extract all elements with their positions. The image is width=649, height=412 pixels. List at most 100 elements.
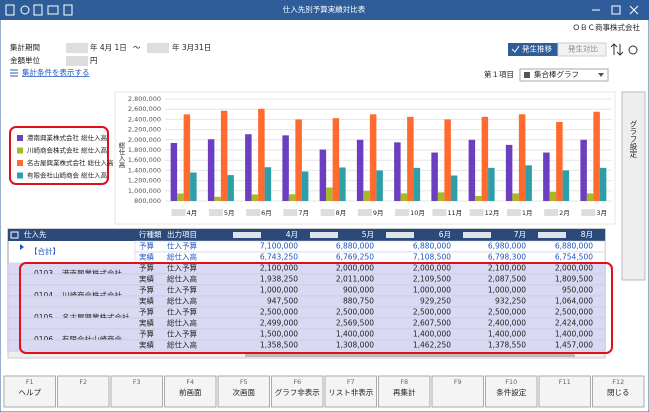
function-key[interactable] xyxy=(324,375,377,408)
side-panel-label: グラフ設定 xyxy=(629,120,638,159)
column-header: 仕入先 xyxy=(24,229,47,239)
bar xyxy=(356,139,364,201)
key-label: リスト非表示 xyxy=(328,387,373,397)
highlight xyxy=(9,126,109,185)
function-key[interactable] xyxy=(3,375,56,408)
legend-label: 有限会社山崎商会 総仕入高 xyxy=(27,171,108,180)
bar xyxy=(481,116,489,201)
scroll-thumb[interactable] xyxy=(245,352,575,357)
toggle-label: 発生対比 xyxy=(568,44,598,54)
dropdown-arrow xyxy=(598,73,604,77)
y-tick-label: 1,200,000 xyxy=(128,177,161,185)
column-header: 7月 xyxy=(514,230,526,239)
function-key[interactable] xyxy=(592,375,645,408)
cell-value: 1,000,000 xyxy=(413,286,451,295)
icon[interactable] xyxy=(63,4,73,16)
row-kind: 実績 xyxy=(139,318,154,328)
sort-icon[interactable] xyxy=(610,43,624,56)
bar xyxy=(475,195,482,201)
supplier-name: 名古屋興業株式会社 xyxy=(62,312,130,322)
supplier-code: 0104 xyxy=(34,291,53,300)
company: ＯＢＣ商事株式会社 xyxy=(573,22,641,32)
x-tick-label: 3月 xyxy=(596,209,607,217)
function-key[interactable] xyxy=(271,375,324,408)
y-tick-label: 1,400,000 xyxy=(128,166,161,174)
bar xyxy=(363,190,370,201)
supplier-code: 0106 xyxy=(34,335,53,344)
bar xyxy=(599,167,607,201)
x-tick-label: 10月 xyxy=(410,209,425,217)
function-key[interactable] xyxy=(378,375,431,408)
title-bar xyxy=(0,0,649,20)
cell-value: 1,457,000 xyxy=(555,341,593,350)
masked-year xyxy=(581,209,596,216)
masked-year xyxy=(66,43,88,53)
legend-swatch xyxy=(17,147,23,154)
y-tick-label: 2,000,000 xyxy=(128,136,161,144)
function-key[interactable] xyxy=(217,375,270,408)
row-item: 総仕入高 xyxy=(167,318,197,328)
row-kind: 予算 xyxy=(139,241,154,251)
row-kind: 実績 xyxy=(139,252,154,262)
y-axis-label: 総仕入高 xyxy=(117,141,125,170)
y-tick-label: 800,000 xyxy=(134,197,161,205)
cell-value: 2,500,000 xyxy=(260,308,298,317)
icon[interactable] xyxy=(33,4,43,16)
unit: 円 xyxy=(90,56,98,65)
cell-value: 2,100,000 xyxy=(488,264,526,273)
icon[interactable] xyxy=(5,4,15,16)
icon[interactable] xyxy=(47,5,59,15)
cell-value: 950,000 xyxy=(562,286,593,295)
function-key[interactable] xyxy=(57,375,110,408)
settings-icon[interactable] xyxy=(628,45,638,55)
masked-year xyxy=(310,232,338,238)
key-label: 次画面 xyxy=(233,387,256,397)
toolbar-icons xyxy=(5,4,639,16)
close[interactable] xyxy=(629,5,639,15)
function-key[interactable] xyxy=(164,375,217,408)
icon[interactable] xyxy=(20,5,30,15)
maximize[interactable] xyxy=(611,5,621,15)
x-tick-label: 9月 xyxy=(373,209,384,217)
bar xyxy=(369,114,377,201)
conditions-link[interactable]: 集計条件を表示する xyxy=(22,67,90,77)
function-key[interactable] xyxy=(431,375,484,408)
bar xyxy=(505,144,513,201)
side-panel[interactable] xyxy=(621,91,646,281)
chart-type-select[interactable] xyxy=(519,68,609,82)
bar xyxy=(593,111,600,201)
header-icon xyxy=(10,231,19,239)
toggle-on[interactable] xyxy=(508,43,558,56)
bar xyxy=(525,165,532,201)
row-kind: 予算 xyxy=(139,329,154,339)
column-header: 6月 xyxy=(439,230,451,239)
unit-label: 金額単位 xyxy=(10,55,40,65)
masked-year xyxy=(283,209,298,216)
x-tick-label: 6月 xyxy=(261,209,272,217)
masked-year xyxy=(544,209,559,216)
y-tick-label: 2,400,000 xyxy=(128,115,161,123)
row-item: 総仕入高 xyxy=(167,340,197,350)
supplier-code: 0103 xyxy=(34,269,53,278)
function-key[interactable] xyxy=(485,375,538,408)
bar xyxy=(288,194,296,201)
bar xyxy=(170,142,178,201)
cell-value: 2,500,000 xyxy=(336,308,374,317)
period-sep: ～ xyxy=(133,43,141,52)
bar xyxy=(580,139,587,201)
x-tick-label: 4月 xyxy=(187,209,198,217)
key-code: F1 xyxy=(26,378,34,386)
cell-value: 1,400,000 xyxy=(413,330,451,339)
function-key[interactable] xyxy=(110,375,163,408)
bar xyxy=(183,114,191,201)
row-kind: 実績 xyxy=(139,296,154,306)
cell-value: 6,754,500 xyxy=(555,253,593,262)
function-key[interactable] xyxy=(538,375,591,408)
legend-swatch xyxy=(17,160,23,166)
chart-type-value: 集合棒グラフ xyxy=(534,69,579,79)
cell-value: 1,308,000 xyxy=(336,341,374,350)
masked-year xyxy=(320,209,335,216)
cell-value: 6,798,300 xyxy=(488,253,526,262)
toggle-off[interactable] xyxy=(557,42,607,57)
cell-value: 6,880,000 xyxy=(336,242,374,251)
